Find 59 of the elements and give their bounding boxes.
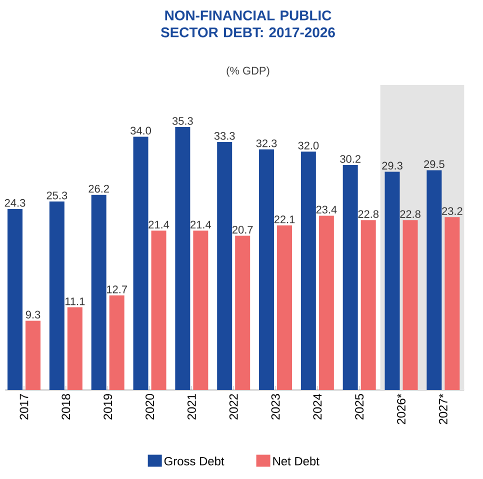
x-tick-label: 2022: [229, 394, 238, 420]
x-tick-label: 2017: [20, 394, 28, 420]
data-label: 32.0: [298, 142, 319, 150]
bar: [277, 225, 292, 390]
chart-subtitle: (% GDP): [226, 66, 270, 77]
data-label: 25.3: [46, 192, 68, 200]
bar: [259, 149, 274, 390]
x-tick-label: 2027*: [438, 394, 448, 424]
data-label: 12.7: [107, 286, 127, 294]
data-label: 23.2: [442, 207, 462, 215]
bar: [109, 295, 124, 390]
bar: [426, 170, 442, 390]
data-label: 29.3: [382, 162, 402, 170]
data-label: 30.2: [340, 155, 360, 163]
bar: [342, 165, 358, 390]
data-label: 22.8: [400, 210, 420, 218]
data-label: 34.0: [130, 126, 151, 135]
bar: [217, 142, 232, 390]
bar: [133, 136, 148, 390]
data-label: 9.3: [26, 310, 40, 319]
x-tick-label: 2021: [187, 394, 196, 420]
bar: [175, 127, 190, 390]
bar: [235, 236, 250, 390]
chart-title: NON-FINANCIAL PUBLIC SECTOR DEBT: 2017-2026: [160, 10, 335, 38]
x-tick-label: 2019: [104, 394, 112, 420]
x-tick-label: 2020: [146, 394, 154, 420]
data-label: 29.5: [424, 160, 444, 168]
data-label: 20.7: [232, 226, 253, 234]
bar: [384, 172, 400, 390]
x-tick-label: 2023: [271, 394, 280, 420]
legend-label: Gross Debt: [164, 456, 224, 466]
data-label: 11.1: [65, 298, 85, 306]
bar: [444, 217, 460, 390]
bar: [49, 202, 64, 390]
bar: [193, 230, 208, 390]
bar: [360, 220, 376, 390]
data-label: 21.4: [190, 220, 212, 228]
data-label: 35.3: [172, 117, 193, 125]
bar: [402, 220, 418, 390]
x-tick-label: 2024: [313, 394, 322, 420]
bar: [26, 320, 41, 390]
x-tick-label: 2026*: [397, 394, 406, 424]
bar: [318, 216, 334, 390]
legend-label: Net Debt: [273, 456, 320, 466]
bar: [67, 307, 82, 390]
bar: [91, 194, 106, 390]
data-label: 23.4: [316, 206, 337, 214]
x-tick-label: 2025: [355, 394, 364, 420]
bar: [151, 230, 166, 390]
data-label: 33.3: [214, 132, 235, 140]
bar: [300, 152, 316, 390]
data-label: 26.2: [88, 184, 109, 193]
data-label: 32.3: [256, 139, 277, 148]
x-tick-label: 2018: [62, 394, 70, 420]
bar: [8, 208, 23, 390]
data-label: 22.1: [274, 216, 295, 224]
data-label: 22.8: [358, 210, 379, 218]
data-label: 21.4: [148, 220, 170, 228]
data-label: 24.3: [4, 199, 26, 207]
